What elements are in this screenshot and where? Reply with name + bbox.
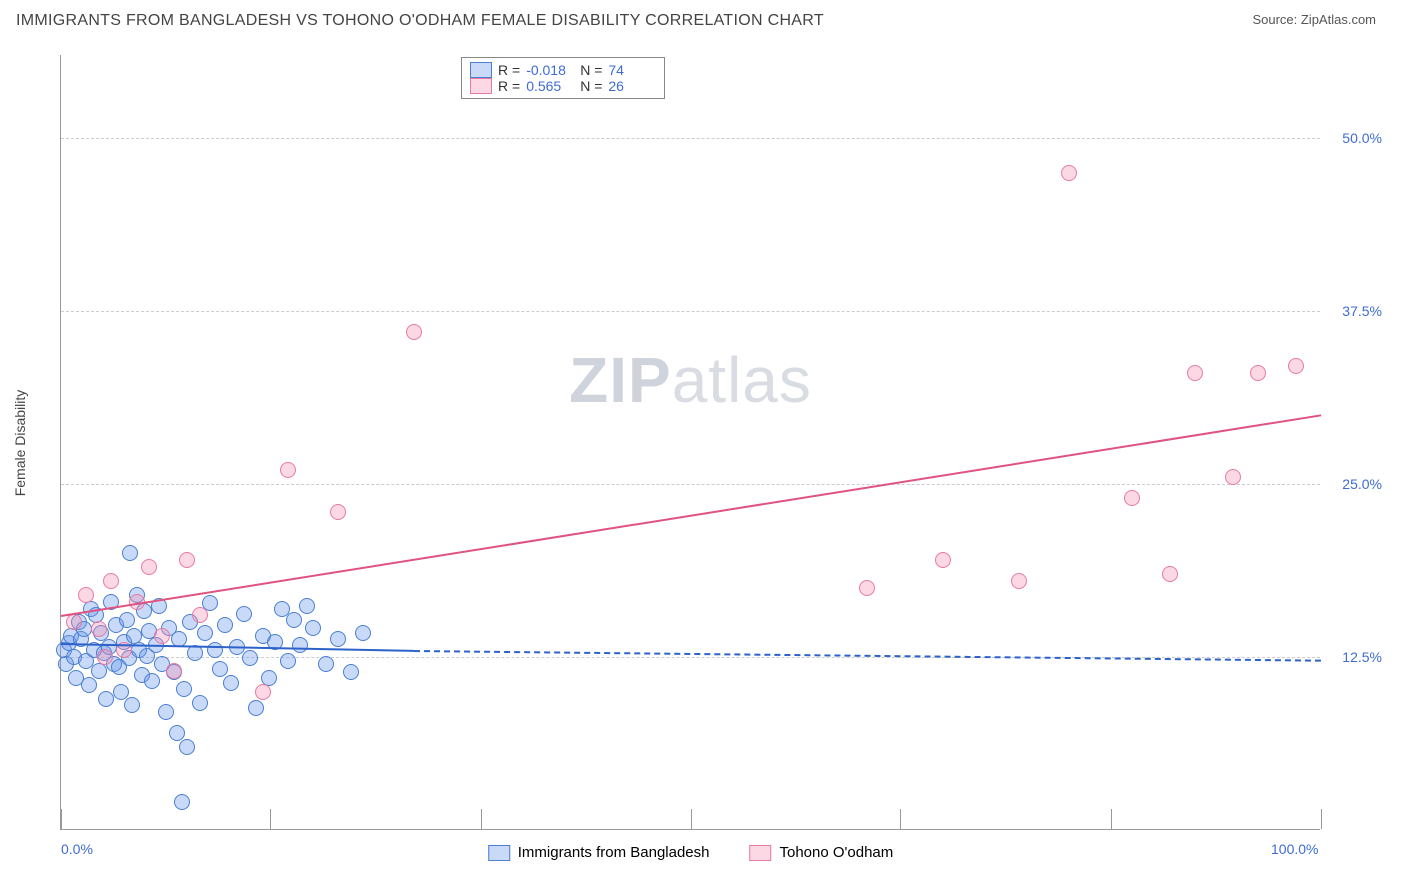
stats-row-b: R = 0.565 N = 26 [470,78,656,94]
data-point [207,642,223,658]
data-point [66,614,82,630]
watermark: ZIPatlas [569,343,812,417]
trend-line [414,650,1321,662]
grid-line [61,484,1320,485]
data-point [119,612,135,628]
data-point [174,794,190,810]
legend-item-a: Immigrants from Bangladesh [488,844,710,861]
x-tick [691,809,692,829]
data-point [103,573,119,589]
data-point [1250,365,1266,381]
data-point [223,675,239,691]
trend-line [61,415,1321,618]
stats-row-a: R = -0.018 N = 74 [470,62,656,78]
data-point [91,621,107,637]
data-point [248,700,264,716]
data-point [124,697,140,713]
data-point [1225,469,1241,485]
y-tick-label: 12.5% [1342,649,1382,665]
n-label: N = [580,78,602,94]
data-point [1162,566,1178,582]
data-point [305,620,321,636]
data-point [97,649,113,665]
grid-line [61,138,1320,139]
y-tick-label: 50.0% [1342,130,1382,146]
data-point [1124,490,1140,506]
data-point [158,704,174,720]
data-point [141,559,157,575]
data-point [330,504,346,520]
swatch-b-icon [470,78,492,94]
data-point [1288,358,1304,374]
swatch-a-icon [488,845,510,861]
data-point [286,612,302,628]
data-point [406,324,422,340]
series-legend: Immigrants from Bangladesh Tohono O'odha… [488,844,894,861]
chart-title: IMMIGRANTS FROM BANGLADESH VS TOHONO O'O… [16,12,824,30]
data-point [859,580,875,596]
r-label: R = [498,78,520,94]
data-point [212,661,228,677]
legend-label-a: Immigrants from Bangladesh [518,844,710,861]
swatch-b-icon [749,845,771,861]
chart-area: Female Disability ZIPatlas R = -0.018 N … [50,55,1350,830]
data-point [330,631,346,647]
data-point [1061,165,1077,181]
data-point [144,673,160,689]
data-point [280,653,296,669]
data-point [122,545,138,561]
n-value-a: 74 [608,62,656,78]
r-label: R = [498,62,520,78]
data-point [192,607,208,623]
data-point [166,663,182,679]
r-value-a: -0.018 [526,62,574,78]
data-point [169,725,185,741]
x-tick [61,809,62,829]
legend-label-b: Tohono O'odham [779,844,893,861]
data-point [192,695,208,711]
n-value-b: 26 [608,78,656,94]
x-tick [1321,809,1322,829]
data-point [98,691,114,707]
r-value-b: 0.565 [526,78,574,94]
data-point [179,552,195,568]
data-point [176,681,192,697]
data-point [113,684,129,700]
data-point [299,598,315,614]
data-point [343,664,359,680]
x-tick-label: 100.0% [1271,841,1318,857]
x-tick [900,809,901,829]
data-point [280,462,296,478]
data-point [242,650,258,666]
legend-item-b: Tohono O'odham [749,844,893,861]
x-tick [481,809,482,829]
x-tick-label: 0.0% [61,841,93,857]
y-tick-label: 25.0% [1342,476,1382,492]
data-point [179,739,195,755]
data-point [255,684,271,700]
stats-legend: R = -0.018 N = 74 R = 0.565 N = 26 [461,57,665,99]
x-tick [1111,809,1112,829]
grid-line [61,311,1320,312]
data-point [78,587,94,603]
source-label: Source: ZipAtlas.com [1252,12,1376,27]
x-tick [270,809,271,829]
plot-region: ZIPatlas R = -0.018 N = 74 R = 0.565 N =… [60,55,1320,830]
data-point [236,606,252,622]
swatch-a-icon [470,62,492,78]
data-point [355,625,371,641]
y-axis-label: Female Disability [12,389,28,496]
n-label: N = [580,62,602,78]
data-point [91,663,107,679]
data-point [1187,365,1203,381]
data-point [935,552,951,568]
data-point [318,656,334,672]
data-point [1011,573,1027,589]
data-point [81,677,97,693]
data-point [197,625,213,641]
data-point [217,617,233,633]
data-point [292,637,308,653]
data-point [154,628,170,644]
y-tick-label: 37.5% [1342,303,1382,319]
